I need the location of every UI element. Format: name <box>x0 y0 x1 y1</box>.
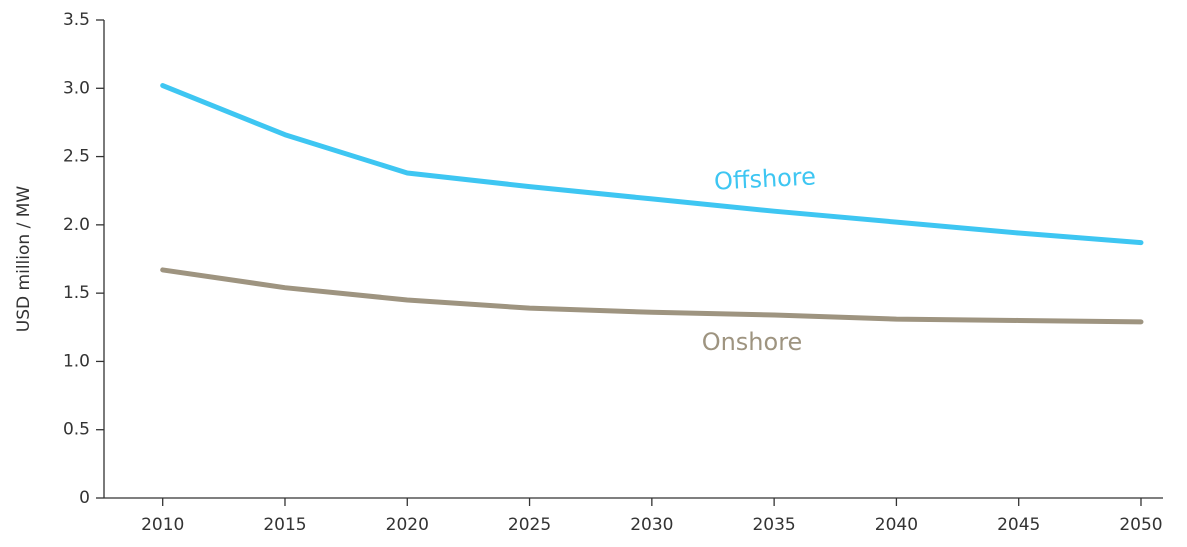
y-tick-label: 2.0 <box>63 215 90 235</box>
y-tick-label: 3.0 <box>63 78 90 98</box>
x-tick-label: 2035 <box>752 515 795 535</box>
y-tick-label: 1.5 <box>63 283 90 303</box>
x-tick-label: 2030 <box>630 515 673 535</box>
line-series <box>160 267 1144 325</box>
x-tick-label: 2045 <box>997 515 1040 535</box>
x-tick-label: 2010 <box>141 515 184 535</box>
x-tick-label: 2020 <box>386 515 429 535</box>
x-tick-label: 2015 <box>263 515 306 535</box>
x-tick-label: 2025 <box>508 515 551 535</box>
line-series <box>160 83 1144 246</box>
y-tick-label: 2.5 <box>63 147 90 167</box>
series-label: Offshore <box>713 162 816 195</box>
y-tick-label: 0.5 <box>63 420 90 440</box>
y-tick-label: 1.0 <box>63 351 90 371</box>
x-tick-label: 2050 <box>1119 515 1162 535</box>
series-label: Onshore <box>702 328 803 356</box>
y-tick-label: 0 <box>79 488 90 508</box>
y-tick-label: 3.5 <box>63 10 90 30</box>
y-axis-label: USD million / MW <box>14 186 34 333</box>
x-tick-label: 2040 <box>875 515 918 535</box>
